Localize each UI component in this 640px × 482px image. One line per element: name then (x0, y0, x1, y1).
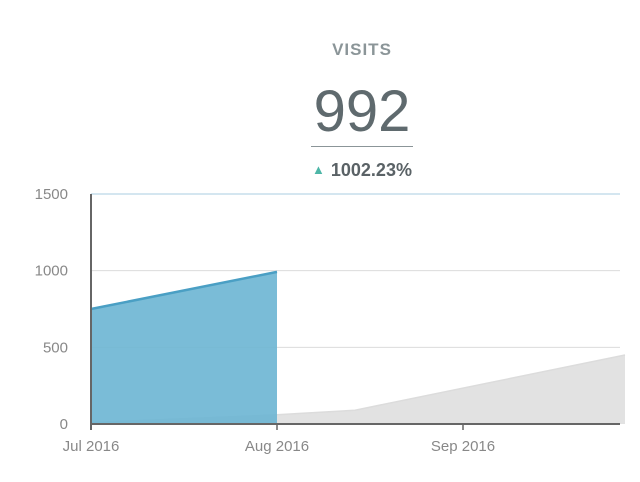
x-tick-labels: Jul 2016 Aug 2016 Sep 2016 (63, 424, 495, 455)
kpi-change-value: 1002.23% (330, 160, 412, 180)
series-0-line (90, 270, 278, 311)
series-areas (90, 270, 626, 424)
x-tick-label: Sep 2016 (431, 438, 495, 455)
kpi-label: VISITS (332, 40, 392, 59)
y-tick-label: 1500 (35, 186, 68, 203)
kpi-underline (311, 146, 413, 147)
series-1-area (91, 355, 625, 424)
y-tick-label: 0 (60, 416, 68, 433)
x-tick-label: Jul 2016 (63, 438, 120, 455)
x-tick-label: Aug 2016 (245, 438, 309, 455)
up-triangle-icon: ▲ (312, 162, 325, 177)
kpi-value: 992 (313, 79, 411, 144)
y-tick-labels: 0 500 1000 1500 (35, 186, 68, 433)
y-tick-label: 500 (43, 339, 68, 356)
axes (90, 194, 620, 430)
y-tick-label: 1000 (35, 263, 68, 280)
kpi-change: ▲ 1002.23% (0, 160, 640, 181)
series-0-area (91, 271, 277, 424)
